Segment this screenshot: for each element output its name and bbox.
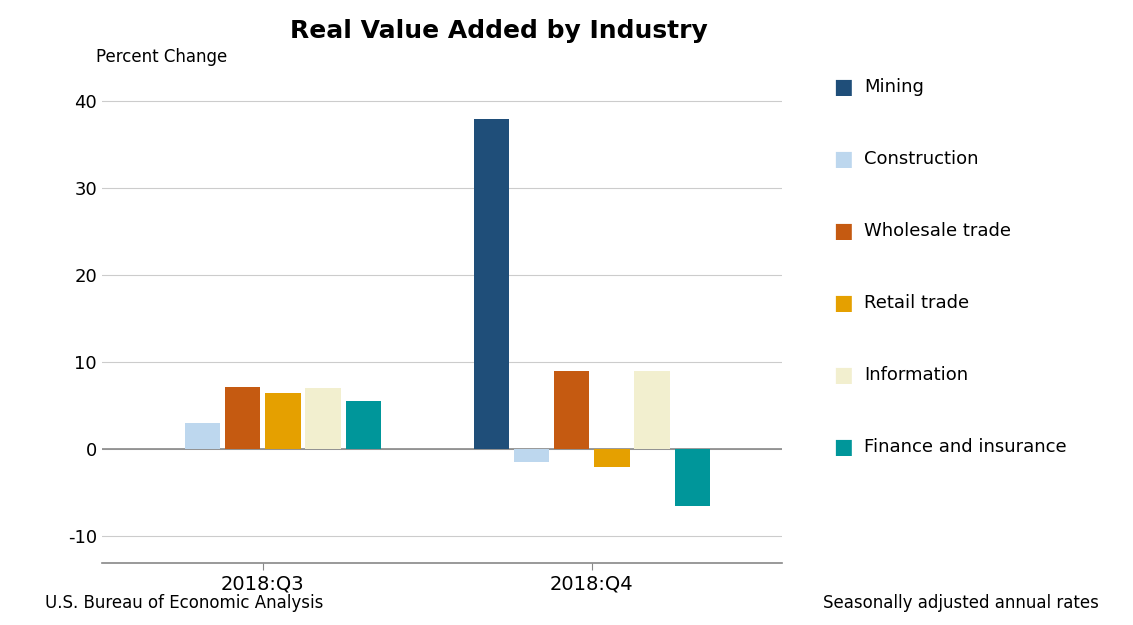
Text: ■: ■ xyxy=(833,437,852,457)
Text: Seasonally adjusted annual rates: Seasonally adjusted annual rates xyxy=(824,594,1099,612)
Text: Wholesale trade: Wholesale trade xyxy=(864,222,1012,240)
Bar xyxy=(185,423,220,449)
Text: ■: ■ xyxy=(833,149,852,169)
Text: Percent Change: Percent Change xyxy=(96,48,228,66)
Bar xyxy=(346,401,381,449)
Bar xyxy=(674,449,710,506)
Text: Finance and insurance: Finance and insurance xyxy=(864,438,1067,456)
Text: ■: ■ xyxy=(833,365,852,385)
Bar xyxy=(513,449,550,462)
Bar xyxy=(225,387,261,449)
Text: ■: ■ xyxy=(833,293,852,313)
Text: Information: Information xyxy=(864,366,969,384)
Bar xyxy=(594,449,630,467)
Text: U.S. Bureau of Economic Analysis: U.S. Bureau of Economic Analysis xyxy=(45,594,324,612)
Bar xyxy=(265,392,300,449)
Text: Retail trade: Retail trade xyxy=(864,294,970,312)
Text: ■: ■ xyxy=(833,78,852,98)
Bar xyxy=(634,371,670,449)
Bar xyxy=(554,371,589,449)
Text: Real Value Added by Industry: Real Value Added by Industry xyxy=(290,19,707,42)
Text: Mining: Mining xyxy=(864,79,925,96)
Bar xyxy=(306,388,341,449)
Bar xyxy=(474,119,509,449)
Text: ■: ■ xyxy=(833,221,852,241)
Text: Construction: Construction xyxy=(864,151,979,168)
